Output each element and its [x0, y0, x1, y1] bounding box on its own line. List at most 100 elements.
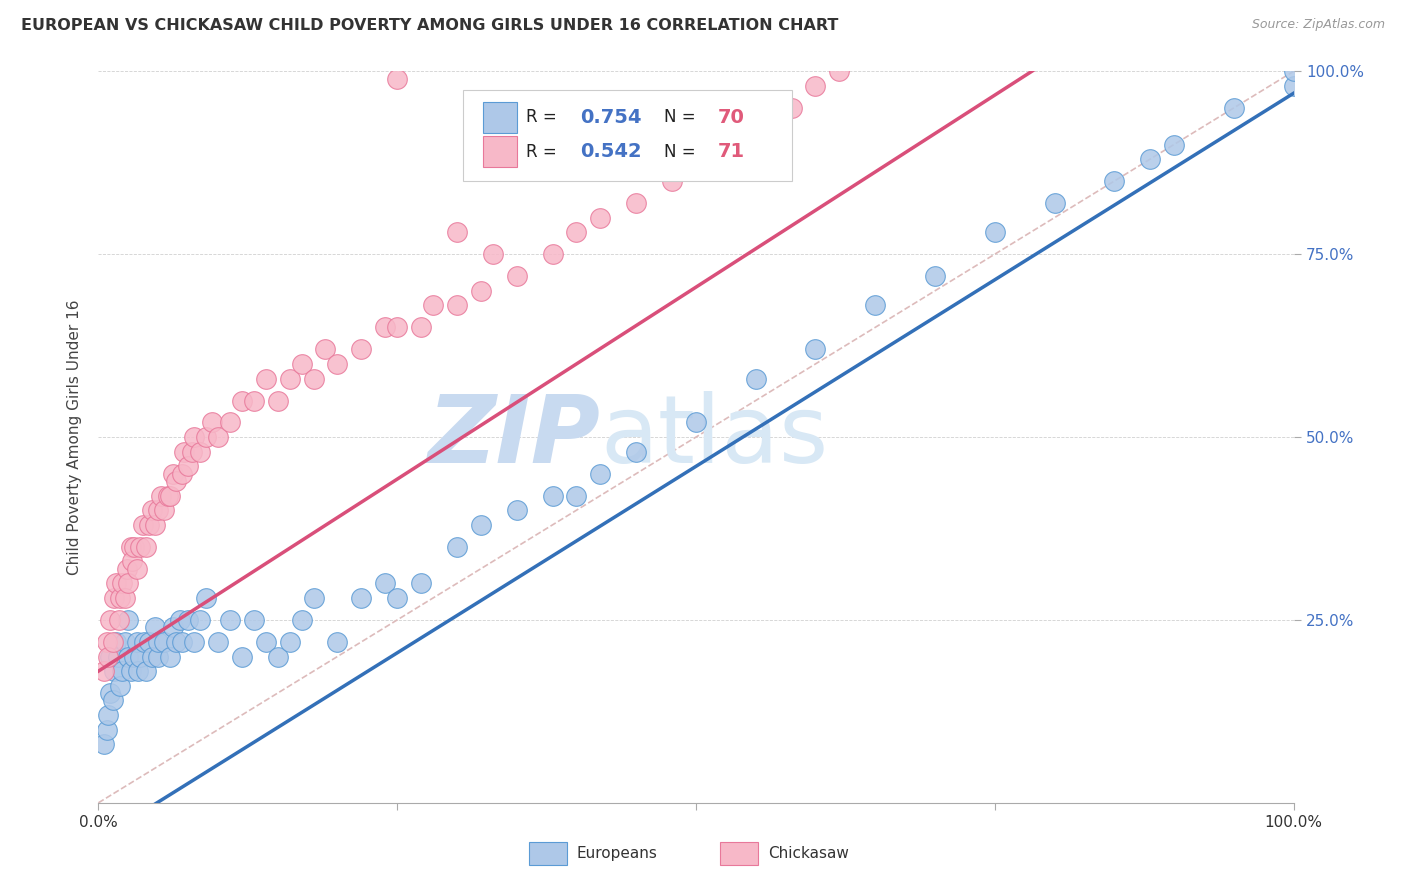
Point [745, 371, 768, 385]
Point [541, 489, 564, 503]
Point [107, 649, 129, 664]
Point [446, 298, 468, 312]
Point [162, 620, 184, 634]
Point [148, 649, 170, 664]
Point [291, 357, 314, 371]
Point [135, 664, 157, 678]
Point [1282, 78, 1305, 93]
Point [93, 664, 115, 678]
Point [1163, 137, 1185, 152]
Point [195, 430, 218, 444]
Point [243, 613, 266, 627]
Point [565, 489, 588, 503]
Point [709, 137, 731, 152]
Point [173, 444, 195, 458]
Point [177, 459, 200, 474]
Point [1282, 64, 1305, 78]
Point [129, 540, 152, 554]
Text: 71: 71 [717, 143, 745, 161]
Point [315, 343, 337, 357]
Point [101, 635, 124, 649]
Point [141, 649, 163, 664]
FancyBboxPatch shape [529, 841, 567, 865]
Point [149, 489, 172, 503]
Point [141, 503, 163, 517]
FancyBboxPatch shape [463, 90, 792, 181]
Point [385, 591, 409, 605]
Text: R =: R = [526, 143, 562, 161]
Point [411, 576, 433, 591]
Point [165, 474, 187, 488]
Point [626, 444, 648, 458]
Point [374, 320, 396, 334]
Point [105, 576, 128, 591]
Point [105, 635, 128, 649]
Point [195, 591, 218, 605]
Point [159, 489, 181, 503]
Point [143, 517, 166, 532]
Point [96, 635, 118, 649]
Point [188, 613, 211, 627]
Point [121, 554, 143, 568]
Point [124, 649, 146, 664]
Text: Chickasaw: Chickasaw [768, 846, 849, 861]
Point [117, 613, 139, 627]
Point [129, 649, 152, 664]
Point [231, 393, 253, 408]
Point [506, 503, 529, 517]
Point [446, 225, 468, 239]
Point [120, 540, 142, 554]
Point [132, 635, 155, 649]
Point [302, 371, 325, 385]
Point [98, 649, 122, 664]
Point [589, 211, 612, 225]
Point [685, 416, 707, 430]
Point [96, 723, 118, 737]
Point [661, 174, 683, 188]
Point [541, 247, 564, 261]
Point [201, 416, 224, 430]
FancyBboxPatch shape [720, 841, 758, 865]
Point [169, 613, 191, 627]
Point [127, 664, 149, 678]
Point [98, 613, 122, 627]
Point [626, 196, 648, 211]
Point [780, 101, 803, 115]
Point [470, 517, 492, 532]
Point [267, 649, 290, 664]
Point [125, 635, 148, 649]
Point [207, 430, 229, 444]
Point [374, 576, 396, 591]
Point [114, 591, 136, 605]
Point [326, 357, 349, 371]
Point [188, 444, 211, 458]
Point [117, 576, 139, 591]
Point [183, 635, 205, 649]
Point [350, 591, 373, 605]
Point [138, 517, 160, 532]
Point [183, 430, 205, 444]
Point [97, 649, 120, 664]
Point [107, 613, 129, 627]
Point [177, 613, 200, 627]
Point [162, 467, 184, 481]
Point [481, 247, 505, 261]
Point [138, 635, 160, 649]
Y-axis label: Child Poverty Among Girls Under 16: Child Poverty Among Girls Under 16 [67, 300, 83, 574]
Text: 0.754: 0.754 [581, 108, 641, 127]
Point [124, 540, 146, 554]
Point [153, 503, 176, 517]
Point [828, 64, 851, 78]
Point [120, 664, 142, 678]
Point [243, 393, 266, 408]
Point [385, 71, 409, 86]
FancyBboxPatch shape [484, 136, 517, 167]
Point [108, 679, 131, 693]
Point [156, 489, 179, 503]
Point [93, 737, 115, 751]
Point [148, 635, 170, 649]
Point [422, 298, 444, 312]
Point [117, 649, 139, 664]
Point [207, 635, 229, 649]
Point [804, 78, 827, 93]
